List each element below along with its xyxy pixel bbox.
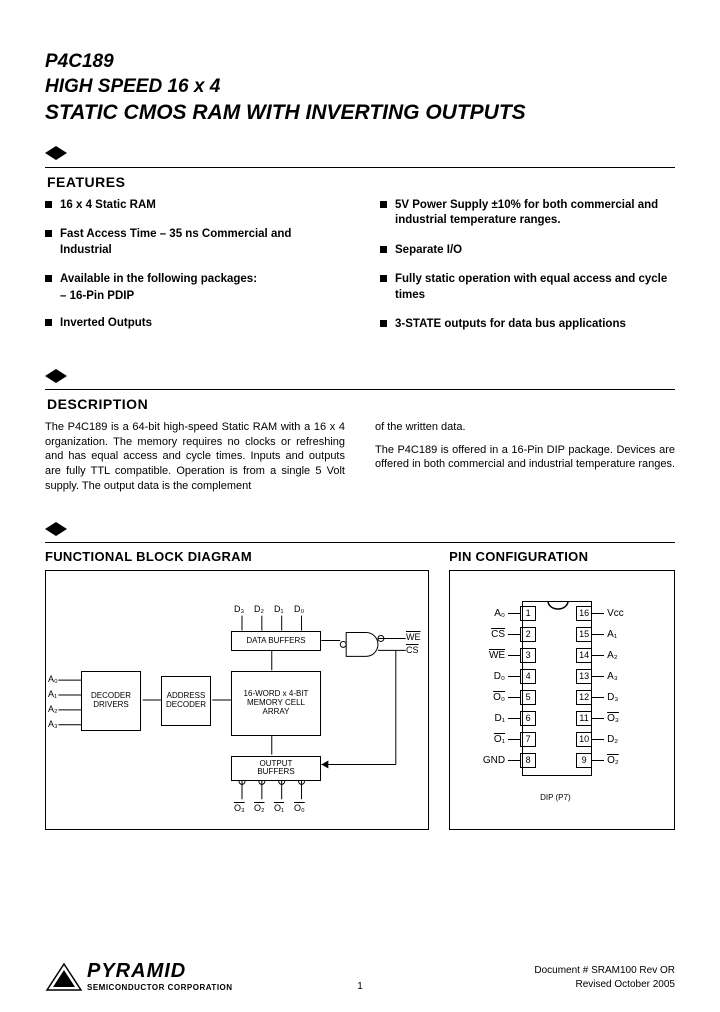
features-right-column: 5V Power Supply ±10% for both commercial… bbox=[380, 198, 675, 347]
pin-left: O₁7 bbox=[478, 732, 536, 747]
feature-item: Fully static operation with equal access… bbox=[380, 272, 675, 303]
section-divider bbox=[45, 542, 675, 543]
functional-block-diagram: DECODERDRIVERS ADDRESSDECODER 16-WORD x … bbox=[45, 570, 429, 830]
feature-item: Separate I/O bbox=[380, 243, 675, 259]
pincfg-heading: PIN CONFIGURATION bbox=[449, 549, 675, 564]
address-decoder-block: ADDRESSDECODER bbox=[161, 676, 211, 726]
document-info: Document # SRAM100 Rev OR Revised Octobe… bbox=[534, 964, 675, 992]
feature-item: 3-STATE outputs for data bus application… bbox=[380, 317, 675, 333]
pin-right: 16Vcc bbox=[576, 606, 634, 621]
page-number: 1 bbox=[357, 981, 363, 992]
pin-left: O₀5 bbox=[478, 690, 536, 705]
output-buffers-block: OUTPUTBUFFERS bbox=[231, 756, 321, 781]
description-col1: The P4C189 is a 64-bit high-speed Static… bbox=[45, 420, 345, 502]
pin-configuration-diagram: A₀1 CS2 WE3 D₀4 O₀5 D₁6 O₁7 GND8 16Vcc 15A₁ 14A₂ 1… bbox=[449, 570, 675, 830]
brand-logo: PYRAMID SEMICONDUCTOR CORPORATION bbox=[45, 960, 233, 992]
section-divider bbox=[45, 389, 675, 390]
features-left-column: 16 x 4 Static RAM Fast Access Time – 35 … bbox=[45, 198, 340, 347]
pin-right: 12D₃ bbox=[576, 690, 634, 705]
diamond-icon bbox=[45, 522, 67, 536]
pin-right: 14A₂ bbox=[576, 648, 634, 663]
part-number: P4C189 bbox=[45, 50, 675, 75]
description-col2: of the written data. The P4C189 is offer… bbox=[375, 420, 675, 502]
feature-item: Inverted Outputs bbox=[45, 316, 340, 332]
pin-left: GND8 bbox=[478, 753, 536, 768]
feature-subitem: – 16-Pin PDIP bbox=[60, 290, 340, 302]
diamond-icon bbox=[45, 369, 67, 383]
features-heading: FEATURES bbox=[45, 174, 675, 190]
pyramid-icon bbox=[45, 962, 83, 992]
dip-caption: DIP (P7) bbox=[540, 793, 571, 802]
feature-item: 5V Power Supply ±10% for both commercial… bbox=[380, 198, 675, 229]
pin-left: A₀1 bbox=[478, 606, 536, 621]
pin-left: D₁6 bbox=[478, 711, 536, 726]
pin-right: 9O₂ bbox=[576, 753, 634, 768]
description-heading: DESCRIPTION bbox=[45, 396, 675, 412]
features-section: FEATURES 16 x 4 Static RAM Fast Access T… bbox=[45, 145, 675, 347]
pin-left: D₀4 bbox=[478, 669, 536, 684]
pin-right: 13A₃ bbox=[576, 669, 634, 684]
pin-left: CS2 bbox=[478, 627, 536, 642]
pin-right: 10D₂ bbox=[576, 732, 634, 747]
description-section: DESCRIPTION The P4C189 is a 64-bit high-… bbox=[45, 367, 675, 502]
feature-item: 16 x 4 Static RAM bbox=[45, 198, 340, 214]
pincfg-container: PIN CONFIGURATION A₀1 CS2 WE3 D₀4 O₀5 D₁6 O₁7 G… bbox=[449, 549, 675, 830]
pin-left: WE3 bbox=[478, 648, 536, 663]
title-line1: HIGH SPEED 16 x 4 bbox=[45, 75, 675, 100]
title-block: P4C189 HIGH SPEED 16 x 4 STATIC CMOS RAM… bbox=[45, 50, 675, 127]
section-divider bbox=[45, 167, 675, 168]
memory-array-block: 16-WORD x 4-BITMEMORY CELLARRAY bbox=[231, 671, 321, 736]
feature-item: Fast Access Time – 35 ns Commercial and … bbox=[45, 227, 340, 258]
decoder-drivers-block: DECODERDRIVERS bbox=[81, 671, 141, 731]
pin-right: 11O₃ bbox=[576, 711, 634, 726]
diagrams-section: FUNCTIONAL BLOCK DIAGRAM bbox=[45, 520, 675, 830]
pin-right: 15A₁ bbox=[576, 627, 634, 642]
title-line2: STATIC CMOS RAM WITH INVERTING OUTPUTS bbox=[45, 99, 675, 126]
feature-item: Available in the following packages: bbox=[45, 272, 340, 288]
data-buffers-block: DATA BUFFERS bbox=[231, 631, 321, 651]
fbd-container: FUNCTIONAL BLOCK DIAGRAM bbox=[45, 549, 429, 830]
diamond-icon bbox=[45, 146, 67, 160]
fbd-heading: FUNCTIONAL BLOCK DIAGRAM bbox=[45, 549, 429, 564]
